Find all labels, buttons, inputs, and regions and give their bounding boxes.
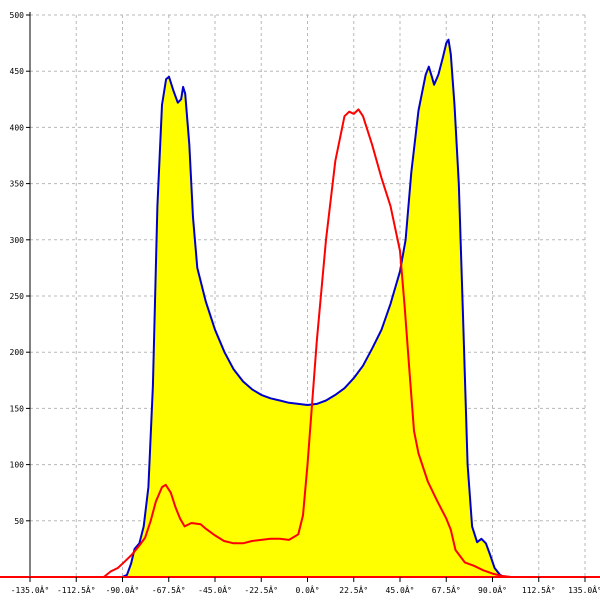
x-tick-label: -67.5Â° xyxy=(152,584,186,595)
y-tick-label: 100 xyxy=(10,461,25,470)
y-tick-label: 150 xyxy=(10,404,25,413)
y-tick-label: 400 xyxy=(10,123,25,132)
y-tick-label: 250 xyxy=(10,292,25,301)
y-tick-labels: 50 100 150 200 250 300 350 400 450 500 xyxy=(10,11,25,526)
y-tick-label: 450 xyxy=(10,67,25,76)
x-tick-label: -45.0Â° xyxy=(198,584,232,595)
series-1-line xyxy=(30,38,585,578)
x-tick-label: 135.0Â° xyxy=(568,584,600,595)
x-tick-label: 0.0Â° xyxy=(295,584,319,595)
y-tick-label: 200 xyxy=(10,348,25,357)
x-tick-label: 90.0Â° xyxy=(478,584,507,595)
y-tick-label: 350 xyxy=(10,180,25,189)
x-tick-label: -135.0Â° xyxy=(11,584,50,595)
series-2-line xyxy=(30,108,585,578)
x-tick-label: 45.0Â° xyxy=(386,584,415,595)
x-tick-label: -22.5Â° xyxy=(244,584,278,595)
y-tick-label: 500 xyxy=(10,11,25,20)
axes xyxy=(0,12,600,582)
x-tick-label: 67.5Â° xyxy=(432,584,461,595)
x-tick-label: 22.5Â° xyxy=(339,584,368,595)
series-fills xyxy=(30,39,585,577)
x-tick-label: 112.5Â° xyxy=(522,584,556,595)
x-tick-labels: -135.0Â° -112.5Â° -90.0Â° -67.5Â° -45.0Â° -22… xyxy=(11,584,600,595)
y-tick-label: 300 xyxy=(10,236,25,245)
y-tick-label: 50 xyxy=(14,517,24,526)
x-tick-label: -112.5Â° xyxy=(57,584,96,595)
series-lines xyxy=(30,38,585,578)
x-tick-label: -90.0Â° xyxy=(106,584,140,595)
series-1-area xyxy=(30,39,585,577)
